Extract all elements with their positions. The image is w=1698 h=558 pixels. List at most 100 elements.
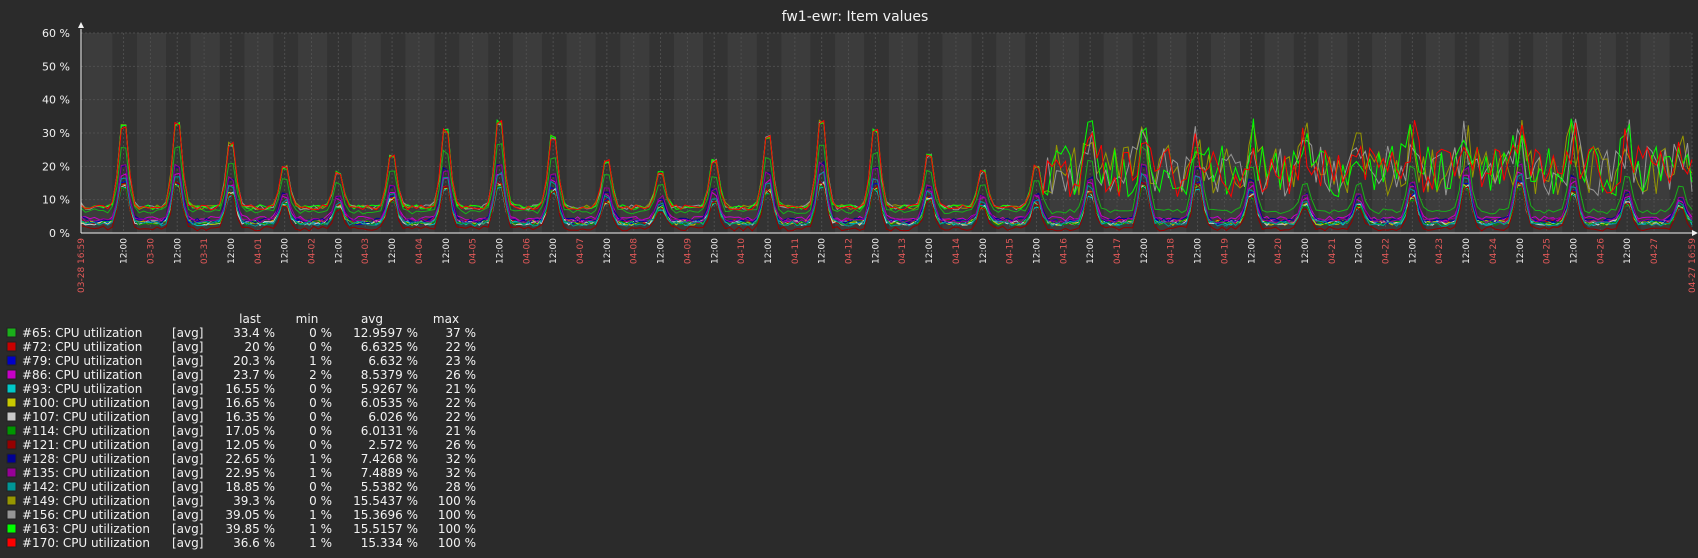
legend-series-func: [avg] xyxy=(172,480,203,494)
x-tick-label: 12:00 xyxy=(710,238,720,264)
legend-avg-value: 7.4268 % xyxy=(361,452,418,466)
legend-series-name: #128: CPU utilization xyxy=(22,452,150,466)
y-tick-label: 0 % xyxy=(49,227,70,240)
x-tick-label: 04-15 xyxy=(1006,238,1016,264)
x-tick-label: 04-17 xyxy=(1113,238,1123,264)
x-tick-label: 12:00 xyxy=(442,238,452,264)
legend-max-value: 23 % xyxy=(446,354,477,368)
legend-min-value: 1 % xyxy=(309,466,332,480)
legend-series-func: [avg] xyxy=(172,508,203,522)
x-tick-label: 12:00 xyxy=(1140,238,1150,264)
series-line xyxy=(80,171,1693,227)
legend-min-value: 0 % xyxy=(309,326,332,340)
x-tick-label: 04-13 xyxy=(898,238,908,264)
y-tick-label: 30 % xyxy=(42,127,70,140)
legend-max-value: 22 % xyxy=(446,396,477,410)
x-tick-label: 04-09 xyxy=(683,238,693,264)
legend-avg-value: 5.5382 % xyxy=(361,480,418,494)
x-tick-label: 03-28 16:59 xyxy=(77,238,87,293)
x-axis-ticks: 03-28 16:59 12:00 03-30 12:00 03-31 12:00 04-0… xyxy=(77,238,1698,293)
legend-series-func: [avg] xyxy=(172,326,203,340)
legend-swatch xyxy=(6,439,17,450)
x-tick-label: 04-11 xyxy=(791,238,801,264)
x-tick-label: 04-20 xyxy=(1274,238,1284,264)
legend-min-value: 1 % xyxy=(309,536,332,550)
x-tick-label: 04-16 xyxy=(1059,238,1069,264)
x-tick-label: 12:00 xyxy=(1301,238,1311,264)
legend-series-func: [avg] xyxy=(172,424,203,438)
legend-min-value: 1 % xyxy=(309,522,332,536)
legend-last-value: 33.4 % xyxy=(233,326,275,340)
legend-swatch xyxy=(6,369,17,380)
legend-min-value: 1 % xyxy=(309,354,332,368)
x-tick-label: 12:00 xyxy=(120,238,130,264)
legend-max-value: 32 % xyxy=(446,452,477,466)
x-tick-label: 04-10 xyxy=(737,238,747,264)
legend-series-name: #93: CPU utilization xyxy=(22,382,142,396)
x-tick-label: 12:00 xyxy=(603,238,613,264)
legend-series-func: [avg] xyxy=(172,536,203,550)
legend-avg-value: 5.9267 % xyxy=(361,382,418,396)
legend-min-value: 0 % xyxy=(309,438,332,452)
legend-series-name: #170: CPU utilization xyxy=(22,536,150,550)
x-tick-label: 12:00 xyxy=(549,238,559,264)
legend-last-value: 36.6 % xyxy=(233,536,275,550)
legend-series-func: [avg] xyxy=(172,452,203,466)
legend-swatch xyxy=(6,481,17,492)
legend-min-value: 0 % xyxy=(309,396,332,410)
legend-last-value: 20 % xyxy=(245,340,276,354)
legend-max-value: 37 % xyxy=(446,326,477,340)
legend-series-func: [avg] xyxy=(172,354,203,368)
y-axis-arrow-icon xyxy=(78,22,84,28)
legend-avg-value: 6.026 % xyxy=(368,410,418,424)
legend-max-value: 26 % xyxy=(446,438,477,452)
legend-series-name: #135: CPU utilization xyxy=(22,466,150,480)
legend-max-value: 100 % xyxy=(438,508,476,522)
series-lines xyxy=(80,118,1693,232)
legend-series-func: [avg] xyxy=(172,410,203,424)
legend: last min avg max #65: CPU utilization [avg] 33… xyxy=(6,312,477,550)
legend-avg-value: 15.5157 % xyxy=(353,522,418,536)
legend-min-value: 0 % xyxy=(309,340,332,354)
legend-last-value: 16.65 % xyxy=(225,396,275,410)
legend-last-value: 39.05 % xyxy=(225,508,275,522)
axes xyxy=(78,22,1698,236)
legend-avg-value: 6.0131 % xyxy=(361,424,418,438)
legend-series-func: [avg] xyxy=(172,438,203,452)
legend-series-name: #107: CPU utilization xyxy=(22,410,150,424)
legend-avg-value: 15.3696 % xyxy=(353,508,418,522)
legend-series-name: #163: CPU utilization xyxy=(22,522,150,536)
x-tick-label: 12:00 xyxy=(871,238,881,264)
legend-series-func: [avg] xyxy=(172,382,203,396)
x-tick-label: 04-26 xyxy=(1596,238,1606,264)
x-tick-label: 03-30 xyxy=(146,238,156,264)
x-tick-label: 04-18 xyxy=(1167,238,1177,264)
legend-series-name: #86: CPU utilization xyxy=(22,368,142,382)
legend-header-avg: avg xyxy=(361,312,383,326)
x-tick-label: 12:00 xyxy=(1408,238,1418,264)
legend-series-func: [avg] xyxy=(172,396,203,410)
legend-last-value: 23.7 % xyxy=(233,368,275,382)
series-line xyxy=(80,179,1693,232)
legend-swatch xyxy=(6,327,17,338)
legend-last-value: 39.85 % xyxy=(225,522,275,536)
x-tick-label: 12:00 xyxy=(281,238,291,264)
legend-header-min: min xyxy=(296,312,319,326)
legend-last-value: 20.3 % xyxy=(233,354,275,368)
y-tick-label: 50 % xyxy=(42,60,70,73)
legend-swatch xyxy=(6,453,17,464)
series-line xyxy=(80,119,1693,211)
legend-avg-value: 7.4889 % xyxy=(361,466,418,480)
x-tick-label: 04-23 xyxy=(1435,238,1445,264)
x-tick-label: 12:00 xyxy=(173,238,183,264)
x-tick-label: 04-19 xyxy=(1220,238,1230,264)
x-tick-label: 12:00 xyxy=(1355,238,1365,264)
x-tick-label: 04-03 xyxy=(361,238,371,264)
legend-swatch xyxy=(6,509,17,520)
x-tick-label: 04-08 xyxy=(630,238,640,264)
legend-last-value: 22.65 % xyxy=(225,452,275,466)
x-tick-label: 12:00 xyxy=(1462,238,1472,264)
legend-avg-value: 12.9597 % xyxy=(353,326,418,340)
legend-min-value: 0 % xyxy=(309,410,332,424)
legend-swatch xyxy=(6,341,17,352)
